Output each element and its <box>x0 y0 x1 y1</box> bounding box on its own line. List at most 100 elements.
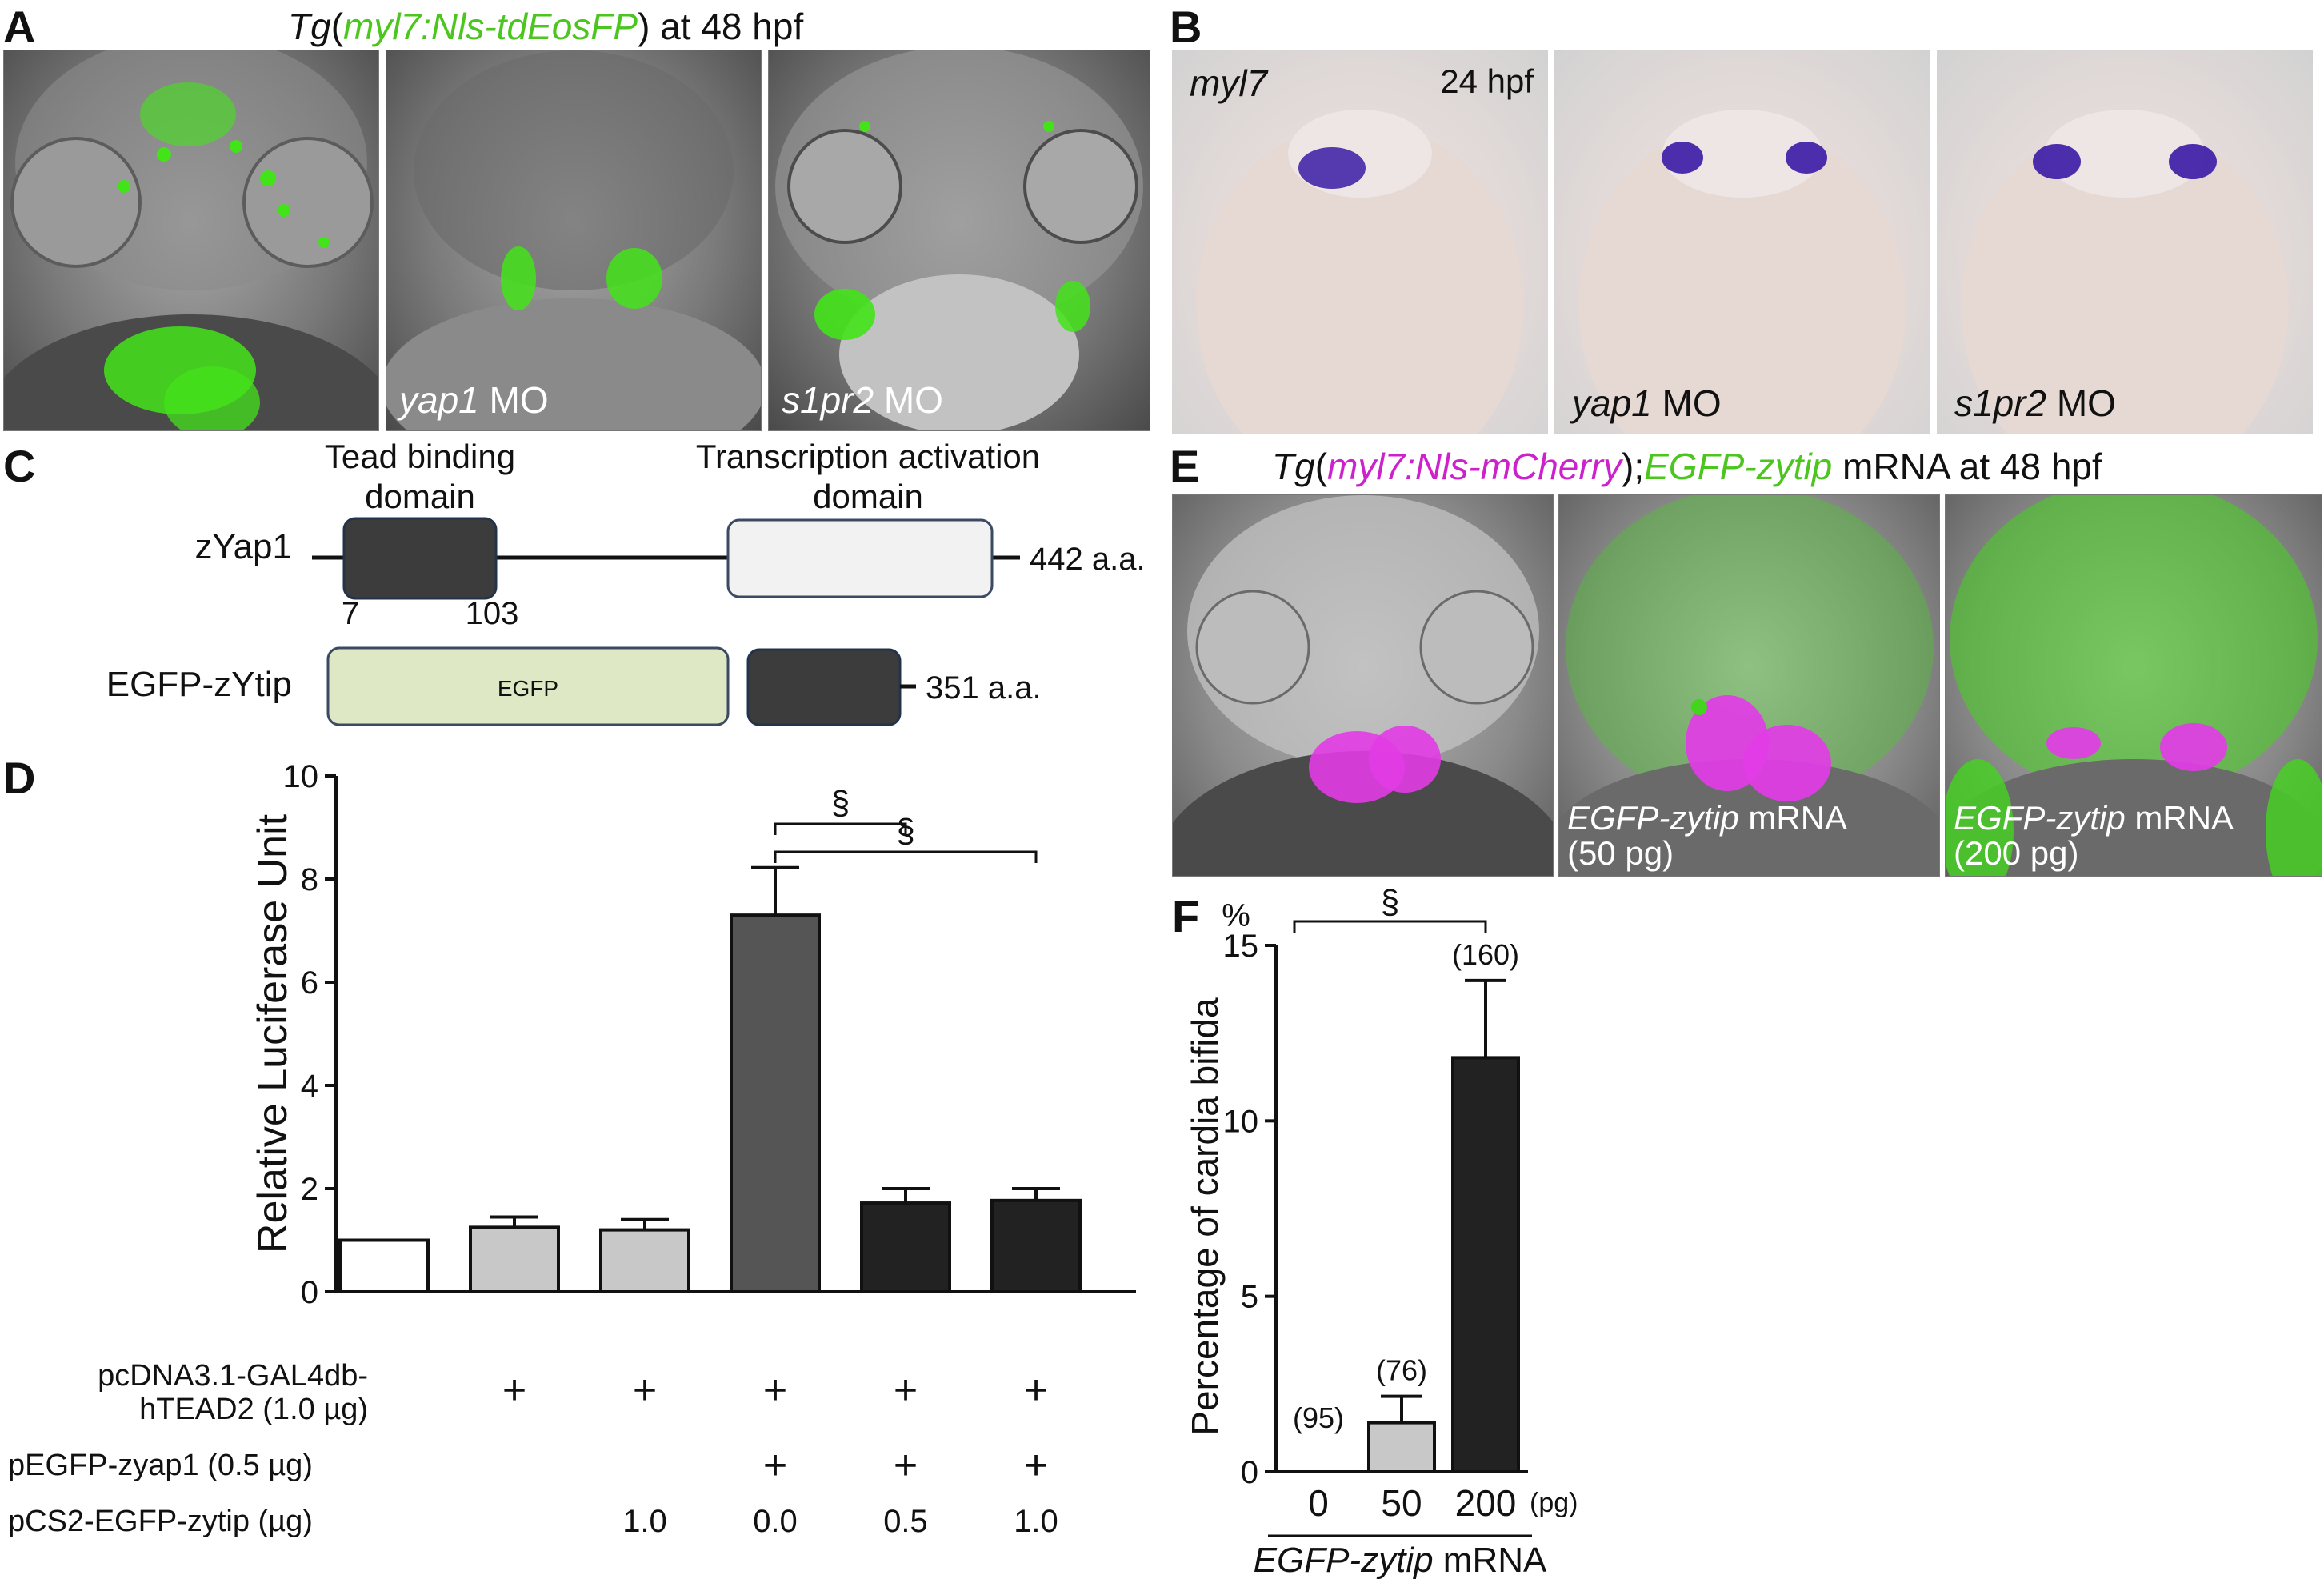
panel-b-gene: myl7 <box>1190 64 1267 102</box>
panel-a-title-suffix: ) at 48 hpf <box>638 6 804 47</box>
d-bar-1 <box>338 1238 430 1293</box>
panel-e-image-control-drawing <box>1173 495 1553 876</box>
d-bar-6 <box>990 1198 1082 1294</box>
table-row-label-1-line2: hTEAD2 (1.0 µg) <box>139 1392 368 1426</box>
panel-a-image-yap1-drawing <box>386 50 761 430</box>
d-significance-bracket <box>774 850 1038 863</box>
table-cell: + <box>762 1442 788 1489</box>
panel-a-image-s1pr2-drawing <box>775 50 1143 430</box>
panel-f-cardia-bifida-chart: 0 5 10 15% Percentage of cardia bifida (95) 0 (… <box>1184 883 1578 1579</box>
table-cell: 0.5 <box>883 1504 928 1539</box>
panel-b-caption-yap1-gene: yap1 <box>1572 382 1652 424</box>
panel-a-image-yap1: yap1 MO <box>386 50 762 431</box>
d-y-tick-label: 8 <box>301 862 318 897</box>
d-bar-2 <box>469 1225 560 1293</box>
panel-e-title-mid: ); <box>1622 446 1645 487</box>
panel-label-c: C <box>3 441 36 491</box>
panel-b-image-yap1: yap1 MO <box>1554 50 1930 434</box>
d-y-tick-label: 2 <box>301 1172 318 1207</box>
panel-e-image-control <box>1172 494 1554 877</box>
table-cell: + <box>893 1442 918 1489</box>
table-cell: + <box>502 1367 527 1413</box>
f-y-unit: % <box>1222 898 1250 933</box>
d-y-axis-label: Relative Luciferase Unit <box>250 813 296 1253</box>
table-row-label-1-line1: pcDNA3.1-GAL4db- <box>98 1359 368 1393</box>
table-row-label-1: pcDNA3.1-GAL4db- hTEAD2 (1.0 µg) <box>48 1359 368 1427</box>
tead-binding-domain-box <box>342 517 498 600</box>
d-y-tick-label: 4 <box>301 1069 318 1104</box>
d-bar-5 <box>860 1201 951 1293</box>
domain2-label-line2: domain <box>813 478 923 515</box>
protein2-name: EGFP-zYtip <box>106 665 292 704</box>
panel-e-caption-50pg: EGFP-zytip mRNA (50 pg) <box>1567 798 1848 871</box>
panel-e-image-50pg: EGFP-zytip mRNA (50 pg) <box>1558 494 1940 877</box>
f-y-axis-label: Percentage of cardia bifida <box>1184 997 1226 1436</box>
f-x-tick-label: 200 <box>1455 1482 1517 1524</box>
panel-b-image-control: myl7 24 hpf <box>1172 50 1548 434</box>
panel-b-image-yap1-drawing <box>1578 110 1906 434</box>
f-x-axis-label: EGFP-zytip mRNA <box>1254 1541 1547 1579</box>
panel-a-image-control-drawing <box>4 50 378 430</box>
panel-label-e: E <box>1170 441 1200 491</box>
f-x-tick-label: 0 <box>1308 1482 1329 1524</box>
panel-a-title-open: ( <box>330 6 344 47</box>
d-significance-mark: § <box>896 812 914 849</box>
panel-e-title-gene: myl7:Nls-mCherry <box>1327 446 1622 487</box>
d-bar-4 <box>730 913 821 1293</box>
panel-label-a: A <box>3 2 36 52</box>
panel-e-caption-200pg-dose: (200 pg) <box>1954 833 2079 872</box>
panel-e-image-200pg: EGFP-zytip mRNA (200 pg) <box>1945 494 2322 877</box>
panel-e-caption-200pg-rest: mRNA <box>2125 798 2234 837</box>
panel-b-caption-s1pr2: s1pr2 MO <box>1954 384 2116 422</box>
table-cell: + <box>1023 1442 1049 1489</box>
ytip-tead-binding-box <box>746 648 902 726</box>
protein1-length: 442 a.a. <box>1030 542 1146 577</box>
panel-label-b: B <box>1170 2 1202 52</box>
panel-e-image-50pg-drawing <box>1559 495 1939 876</box>
d-y-tick-label: 0 <box>301 1275 318 1310</box>
table-cell: 1.0 <box>622 1504 667 1539</box>
egfp-box-label: EGFP <box>498 676 558 701</box>
d-significance-bracket <box>774 822 907 835</box>
domain1-label-line1: Tead binding <box>325 438 515 475</box>
panel-b-image-s1pr2: s1pr2 MO <box>1937 50 2313 434</box>
panel-a-caption-s1pr2-rest: MO <box>874 378 943 421</box>
egfp-box <box>326 646 730 726</box>
table-row-label-3: pCS2-EGFP-zytip (µg) <box>8 1505 313 1538</box>
f-bar-50 <box>1367 1421 1436 1474</box>
panel-label-f: F <box>1172 891 1200 941</box>
domain1-start-position: 7 <box>342 596 359 631</box>
f-y-tick-label: 0 <box>1241 1455 1258 1490</box>
panel-a-title: Tg(myl7:Nls-tdEosFP) at 48 hpf <box>288 8 803 45</box>
f-bar-200 <box>1451 1056 1520 1473</box>
panel-e-caption-50pg-rest: mRNA <box>1738 798 1848 837</box>
panel-e-title-suffix: mRNA at 48 hpf <box>1832 446 2102 487</box>
panel-b-caption-s1pr2-rest: MO <box>2046 382 2116 424</box>
panel-a-title-gene: myl7:Nls-tdEosFP <box>343 6 638 47</box>
transcription-activation-domain-box <box>726 518 994 598</box>
table-cell: 1.0 <box>1014 1504 1058 1539</box>
f-x-unit: (pg) <box>1530 1488 1578 1518</box>
domain1-end-position: 103 <box>466 596 519 631</box>
panel-a-image-s1pr2: s1pr2 MO <box>768 50 1150 431</box>
panel-a-caption-s1pr2: s1pr2 MO <box>782 381 943 419</box>
domain1-label-line2: domain <box>365 478 475 515</box>
panel-a-caption-yap1-rest: MO <box>478 378 549 421</box>
panel-a-title-tg: Tg <box>288 6 331 47</box>
d-y-tick-label: 6 <box>301 965 318 1001</box>
d-y-tick-label: 10 <box>283 759 319 794</box>
panel-e-title-tg: Tg <box>1272 446 1315 487</box>
f-y-tick-label: 15 <box>1223 929 1259 964</box>
panel-b-caption-yap1: yap1 MO <box>1572 384 1722 422</box>
panel-e-title-mrna: EGFP-zytip <box>1644 446 1833 487</box>
panel-a-caption-yap1-gene: yap1 <box>399 378 479 421</box>
panel-b-caption-yap1-rest: MO <box>1651 382 1722 424</box>
f-count-label: (76) <box>1376 1354 1427 1387</box>
table-row-label-2: pEGFP-zyap1 (0.5 µg) <box>8 1449 313 1482</box>
f-count-label: (95) <box>1293 1401 1344 1434</box>
panel-b-gene-text: myl7 <box>1190 62 1268 104</box>
panel-e-caption-200pg: EGFP-zytip mRNA (200 pg) <box>1954 798 2234 872</box>
f-x-tick-label: 50 <box>1381 1482 1422 1524</box>
panel-e-caption-50pg-gene: EGFP-zytip <box>1567 798 1739 837</box>
table-cell: + <box>1023 1367 1049 1413</box>
